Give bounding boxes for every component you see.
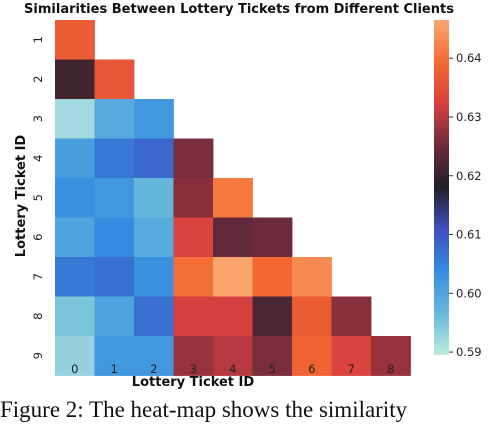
heatmap-cell <box>134 257 174 297</box>
heatmap-cell <box>55 178 95 218</box>
x-tick-labels: 0 1 2 3 4 5 6 7 8 <box>71 362 394 376</box>
heatmap-cell <box>252 217 293 258</box>
heatmap-cell <box>134 99 174 139</box>
heatmap-cell <box>213 257 253 297</box>
y-tick-label: 2 <box>31 76 45 83</box>
y-axis-label: Lottery Ticket ID <box>14 135 29 258</box>
heatmap-cell <box>94 217 135 258</box>
x-tick-label: 3 <box>190 362 197 376</box>
heatmap-cell <box>55 257 95 297</box>
heatmap-cell <box>55 59 95 100</box>
heatmap-cell <box>173 336 214 376</box>
x-tick-label: 1 <box>111 362 118 376</box>
x-tick-label: 6 <box>308 362 315 376</box>
heatmap-cell <box>292 336 332 376</box>
y-tick-label: 1 <box>31 36 45 43</box>
heatmap-cell <box>94 296 135 337</box>
colorbar-tick-label: 0.61 <box>456 228 482 242</box>
heatmap-cell <box>55 99 95 139</box>
colorbar <box>434 20 449 355</box>
x-tick-label: 2 <box>150 362 157 376</box>
y-tick-label: 5 <box>31 194 45 201</box>
heatmap-cell <box>173 296 214 337</box>
y-tick-label: 9 <box>31 352 45 359</box>
y-tick-label: 7 <box>31 273 45 280</box>
colorbar-ticks: 0.59 0.60 0.61 0.62 0.63 0.64 <box>449 51 482 359</box>
heatmap-cell <box>94 178 135 218</box>
heatmap-cell <box>173 217 214 258</box>
x-tick-label: 4 <box>229 362 236 376</box>
heatmap-chart: Similarities Between Lottery Tickets fro… <box>14 2 482 390</box>
heatmap-cell <box>94 336 135 376</box>
colorbar-tick-label: 0.59 <box>456 345 482 359</box>
y-tick-labels: 1 2 3 4 5 6 7 8 9 <box>31 36 45 359</box>
heatmap-cell <box>55 20 95 60</box>
heatmap-cell <box>331 336 372 376</box>
heatmap-cell <box>134 178 174 218</box>
y-tick-label: 6 <box>31 234 45 241</box>
heatmap-cell <box>292 296 332 337</box>
heatmap-cell <box>173 138 214 179</box>
heatmap-cell <box>213 336 253 376</box>
heatmap-cell <box>213 217 253 258</box>
x-tick-label: 7 <box>348 362 355 376</box>
y-tick-label: 8 <box>31 313 45 320</box>
heatmap-cell <box>55 217 95 258</box>
heatmap-cell <box>331 296 372 337</box>
figure-caption: Figure 2: The heat-map shows the similar… <box>0 397 408 422</box>
x-tick-label: 5 <box>269 362 276 376</box>
colorbar-tick-label: 0.62 <box>456 169 482 183</box>
heatmap-cell <box>94 138 135 179</box>
x-tick-label: 0 <box>71 362 78 376</box>
heatmap-cell <box>94 99 135 139</box>
heatmap-cell <box>252 296 293 337</box>
heatmap-cell <box>213 296 253 337</box>
heatmap-cell <box>173 178 214 218</box>
colorbar-tick-label: 0.60 <box>456 286 482 300</box>
heatmap-cell <box>134 138 174 179</box>
heatmap-cell <box>371 336 411 376</box>
heatmap-cell <box>213 178 253 218</box>
heatmap-cell <box>292 257 332 297</box>
y-tick-label: 3 <box>31 115 45 122</box>
colorbar-tick-label: 0.63 <box>456 110 482 124</box>
heatmap-cell <box>252 257 293 297</box>
heatmap-cells <box>55 20 411 376</box>
heatmap-cell <box>173 257 214 297</box>
heatmap-cell <box>134 296 174 337</box>
heatmap-cell <box>134 217 174 258</box>
heatmap-cell <box>134 336 174 376</box>
heatmap-cell <box>94 59 135 100</box>
colorbar-tick-label: 0.64 <box>456 51 482 65</box>
heatmap-cell <box>94 257 135 297</box>
chart-title: Similarities Between Lottery Tickets fro… <box>24 2 454 17</box>
heatmap-cell <box>55 336 95 376</box>
y-tick-label: 4 <box>31 155 45 162</box>
x-tick-label: 8 <box>387 362 394 376</box>
heatmap-cell <box>252 336 293 376</box>
heatmap-cell <box>55 296 95 337</box>
heatmap-cell <box>55 138 95 179</box>
x-axis-label: Lottery Ticket ID <box>132 375 255 390</box>
